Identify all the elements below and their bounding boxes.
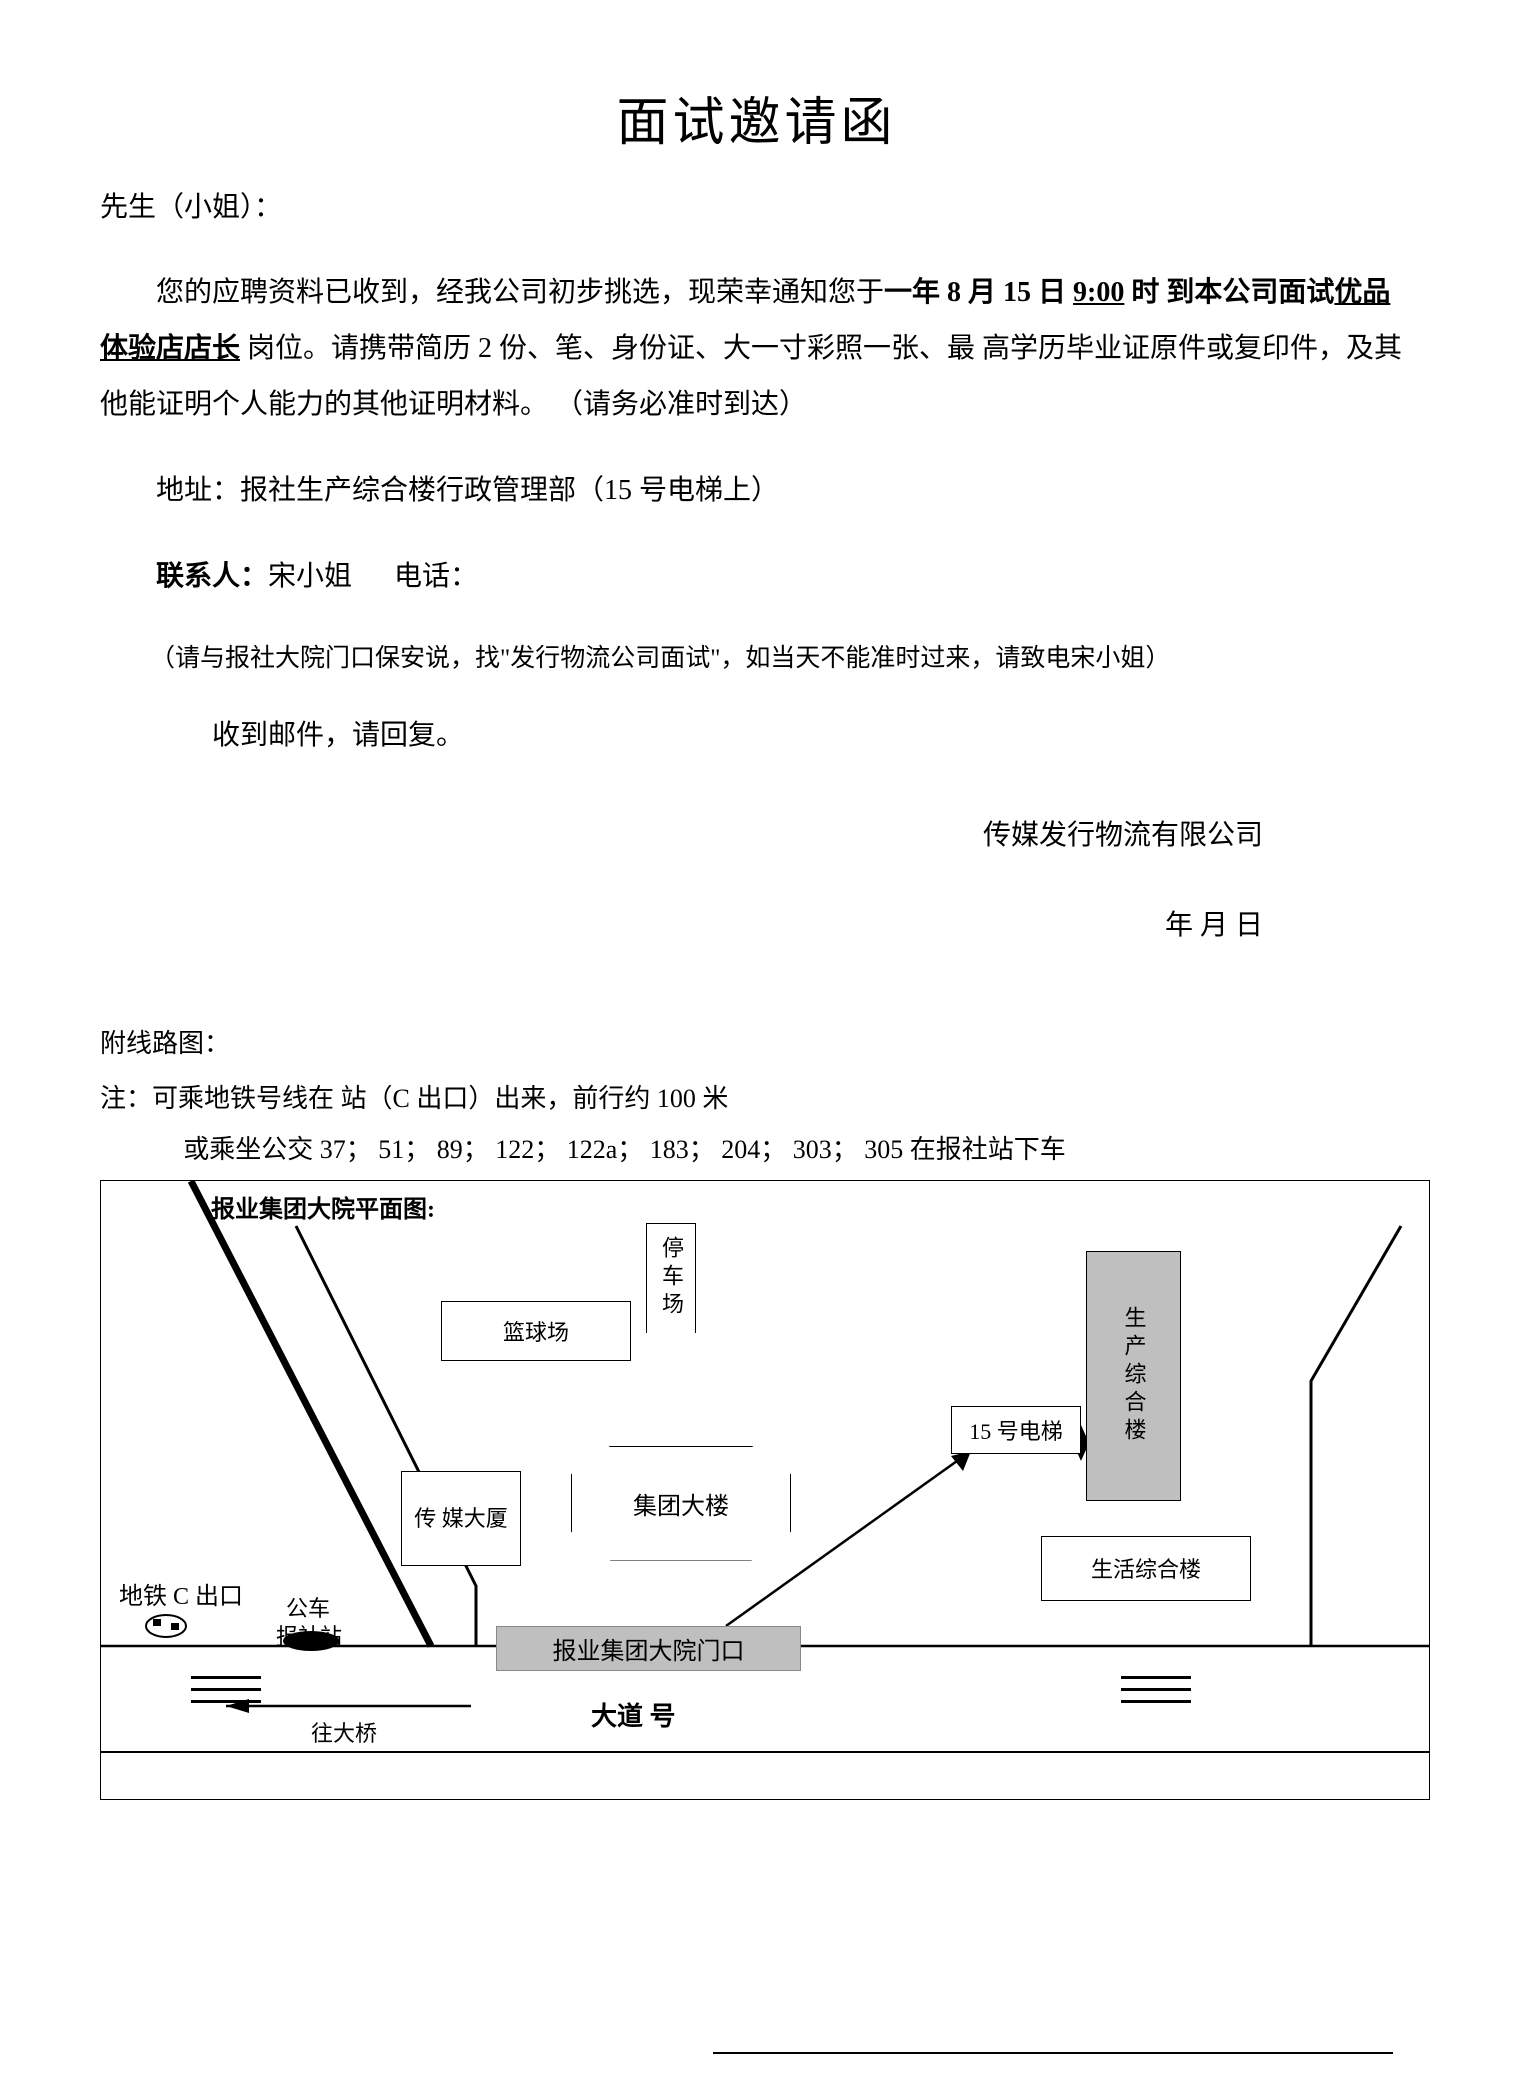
- triple-line-left: [191, 1676, 261, 1712]
- contact-line: 联系人：宋小姐 电话：: [100, 549, 1413, 605]
- date-signature: 年 月 日: [100, 903, 1413, 943]
- attachment-title: 附线路图：: [100, 1023, 1413, 1060]
- company-signature: 传媒发行物流有限公司: [100, 813, 1413, 853]
- address-line: 地址：报社生产综合楼行政管理部（15 号电梯上）: [100, 463, 1413, 519]
- route-line-1: 注：可乘地铁号线在 站（C 出口）出来，前行约 100 米: [100, 1078, 1413, 1115]
- route-line-2: 或乘坐公交 37； 51； 89； 122； 122a； 183； 204； 3…: [100, 1129, 1413, 1166]
- p1-time: 9:00: [1073, 277, 1124, 308]
- route-map: 报业集团大院平面图: 停车场 篮球场 生产综合楼 15 号电梯 传 媒大厦 集: [100, 1180, 1430, 1800]
- map-bottom-line: [101, 1751, 1429, 1753]
- map-elevator: 15 号电梯: [951, 1406, 1081, 1454]
- map-basketball: 篮球场: [441, 1301, 631, 1361]
- p1-date: 一年 8 月 15 日: [884, 277, 1073, 308]
- reply-prompt: 收到邮件，请回复。: [100, 713, 1413, 753]
- p1-b: 时 到本公司面试: [1124, 277, 1334, 308]
- security-note: （请与报社大院门口保安说，找"发行物流公司面试"，如当天不能准时过来，请致电宋小…: [100, 635, 1413, 683]
- map-life-building: 生活综合楼: [1041, 1536, 1251, 1601]
- main-paragraph: 您的应聘资料已收到，经我公司初步挑选，现荣幸通知您于一年 8 月 15 日 9:…: [100, 265, 1413, 433]
- document-title: 面试邀请函: [100, 80, 1413, 155]
- map-group-building: 集团大楼: [571, 1446, 791, 1561]
- contact-name: 宋小姐: [268, 561, 352, 592]
- map-production-building: 生产综合楼: [1086, 1251, 1181, 1501]
- triple-line-right: [1121, 1676, 1191, 1712]
- map-media-building: 传 媒大厦: [401, 1471, 521, 1566]
- contact-label: 联系人：: [156, 561, 268, 592]
- map-title: 报业集团大院平面图:: [211, 1189, 435, 1224]
- map-gate: 报业集团大院门口: [496, 1626, 801, 1671]
- map-metro-label: 地铁 C 出口: [119, 1576, 243, 1611]
- map-bus-station: 报社站: [276, 1619, 342, 1651]
- salutation: 先生（小姐）：: [100, 185, 1413, 225]
- p1-rest: 岗位。请携带简历 2 份、笔、身份证、大一寸彩照一张、最 高学历毕业证原件或复印…: [100, 333, 1402, 420]
- map-to-bridge: 往大桥: [311, 1716, 377, 1748]
- footer-rule: [713, 2052, 1393, 2054]
- map-avenue: 大道 号: [591, 1696, 676, 1733]
- map-parking: 停车场: [646, 1223, 696, 1333]
- phone-label: 电话：: [394, 561, 478, 592]
- p1-intro: 您的应聘资料已收到，经我公司初步挑选，现荣幸通知您于: [156, 277, 884, 308]
